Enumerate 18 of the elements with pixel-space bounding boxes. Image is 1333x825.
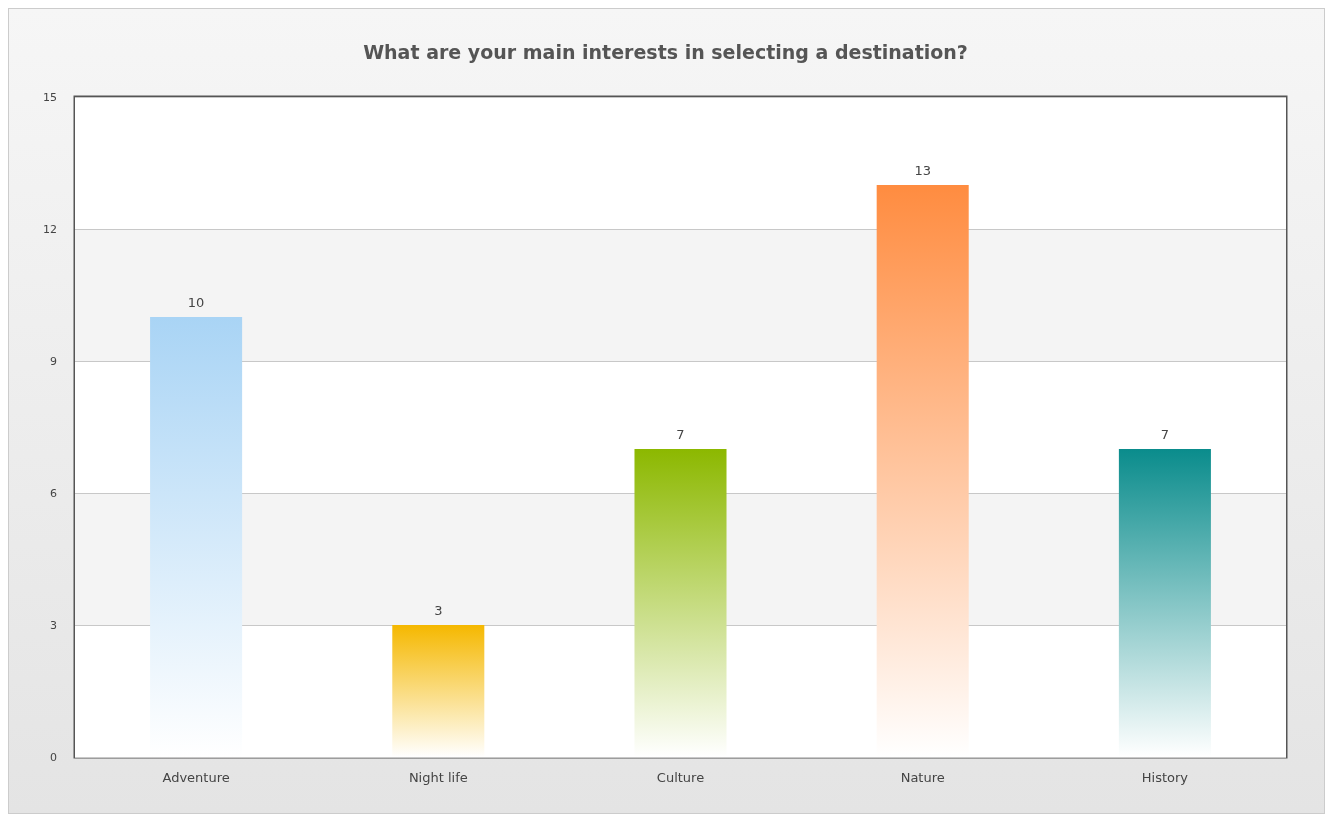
x-tick-label: Night life [408, 770, 468, 785]
data-label: 3 [434, 603, 443, 618]
bar [392, 625, 485, 757]
data-label: 10 [187, 295, 205, 310]
x-tick-label: Adventure [162, 770, 230, 785]
y-tick-label: 0 [50, 750, 57, 764]
data-label: 13 [914, 163, 931, 178]
y-tick-label: 9 [50, 354, 57, 368]
x-tick-label: Culture [656, 770, 705, 785]
x-tick-label: History [1141, 770, 1189, 785]
chart-title: What are your main interests in selecting a destination? [363, 40, 968, 63]
data-label: 7 [676, 427, 685, 442]
data-label: 7 [1160, 427, 1170, 442]
y-tick-label: 12 [43, 222, 57, 236]
y-tick-label: 15 [43, 90, 57, 104]
x-tick-label: Nature [900, 770, 945, 785]
y-tick-label: 6 [50, 486, 57, 500]
y-tick-label: 3 [50, 618, 57, 632]
